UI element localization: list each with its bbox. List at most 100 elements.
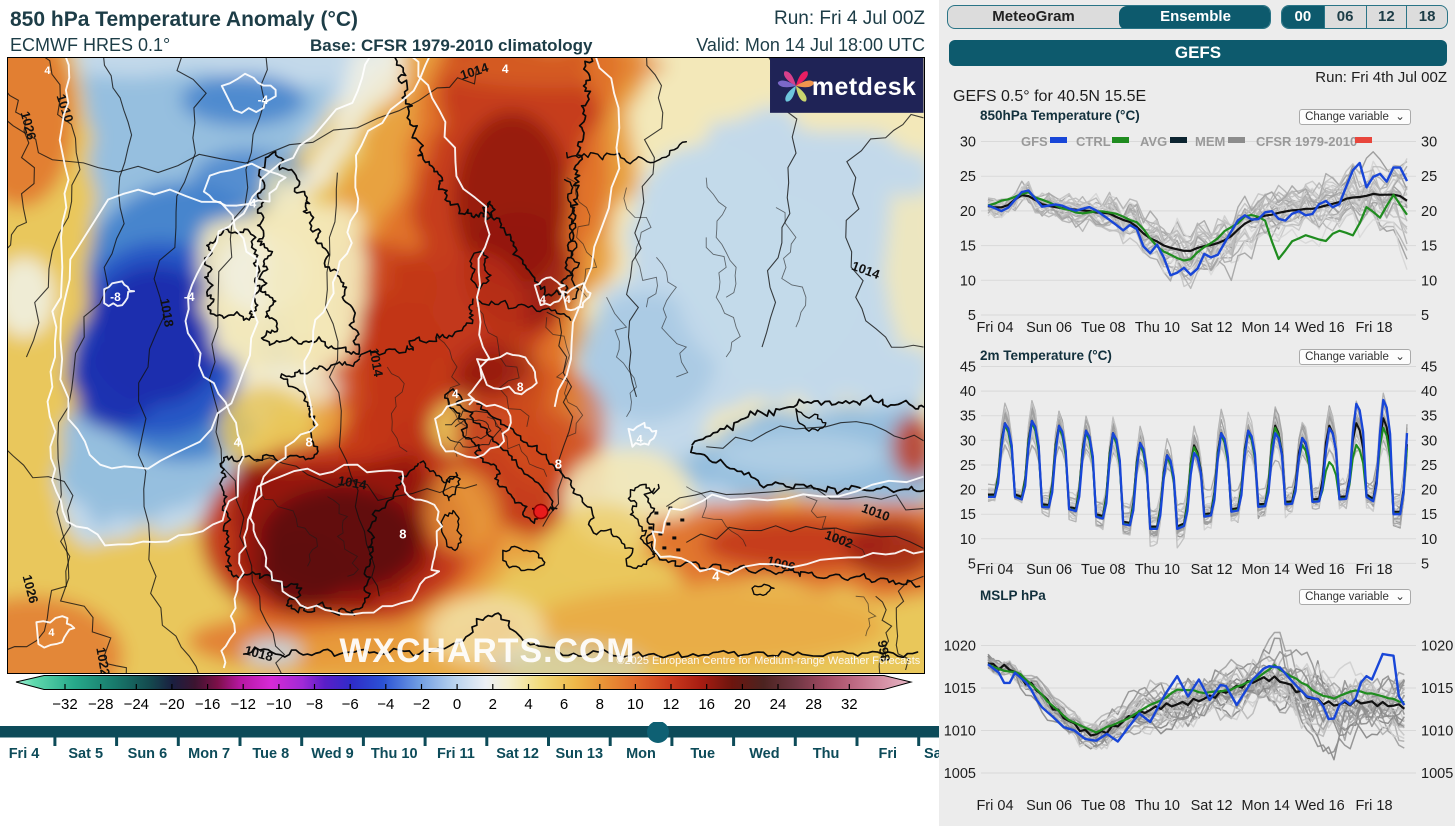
svg-text:30: 30	[1421, 135, 1437, 151]
svg-text:1020: 1020	[944, 639, 976, 655]
svg-text:Sun 06: Sun 06	[1026, 798, 1072, 814]
svg-text:32: 32	[841, 696, 858, 713]
svg-text:Sat 12: Sat 12	[496, 746, 539, 762]
svg-text:Fri 18: Fri 18	[1355, 798, 1392, 814]
svg-text:4: 4	[48, 627, 55, 639]
svg-text:Sat 12: Sat 12	[1191, 320, 1233, 336]
svg-text:8: 8	[555, 457, 562, 472]
svg-text:35: 35	[1421, 409, 1437, 425]
svg-text:4: 4	[524, 696, 532, 713]
svg-text:−8: −8	[306, 696, 323, 713]
svg-text:0: 0	[453, 696, 461, 713]
svg-text:Wed 16: Wed 16	[1295, 320, 1345, 336]
svg-text:2: 2	[489, 696, 497, 713]
svg-text:−16: −16	[195, 696, 220, 713]
svg-text:4: 4	[540, 294, 547, 306]
svg-text:4: 4	[712, 568, 720, 583]
svg-text:15: 15	[960, 507, 976, 523]
svg-text:24: 24	[770, 696, 787, 713]
svg-text:Mon 14: Mon 14	[1242, 320, 1290, 336]
svg-text:Fri 04: Fri 04	[976, 562, 1013, 578]
svg-text:5: 5	[968, 556, 976, 572]
svg-text:Fri 4: Fri 4	[9, 746, 40, 762]
svg-text:−20: −20	[159, 696, 184, 713]
svg-text:4: 4	[502, 62, 509, 76]
svg-text:−28: −28	[88, 696, 113, 713]
svg-text:Tue 08: Tue 08	[1081, 320, 1126, 336]
svg-text:40: 40	[960, 384, 976, 400]
svg-text:8: 8	[517, 380, 524, 394]
svg-text:45: 45	[960, 360, 976, 376]
svg-text:Wed 16: Wed 16	[1295, 562, 1345, 578]
svg-text:Wed 16: Wed 16	[1295, 798, 1345, 814]
svg-text:Wed: Wed	[749, 746, 779, 762]
svg-text:−12: −12	[230, 696, 255, 713]
svg-text:Sat 12: Sat 12	[1191, 562, 1233, 578]
svg-text:20: 20	[1421, 204, 1437, 220]
svg-text:Sun 6: Sun 6	[128, 746, 167, 762]
svg-text:Tue 8: Tue 8	[252, 746, 289, 762]
svg-text:Thu: Thu	[813, 746, 840, 762]
svg-text:Sa: Sa	[924, 746, 940, 762]
svg-text:1026: 1026	[18, 110, 40, 142]
svg-text:-4: -4	[184, 290, 195, 304]
svg-text:Mon 14: Mon 14	[1242, 562, 1290, 578]
svg-text:Tue 08: Tue 08	[1081, 562, 1126, 578]
svg-text:-4: -4	[246, 197, 257, 211]
svg-text:Mon 14: Mon 14	[1242, 798, 1290, 814]
svg-text:6: 6	[560, 696, 568, 713]
svg-text:Fri: Fri	[879, 746, 898, 762]
svg-text:16: 16	[698, 696, 715, 713]
svg-text:4: 4	[44, 65, 51, 77]
svg-text:Thu 10: Thu 10	[1135, 798, 1180, 814]
svg-text:30: 30	[1421, 433, 1437, 449]
svg-text:Tue: Tue	[690, 746, 715, 762]
svg-text:1010: 1010	[944, 724, 976, 740]
svg-text:8: 8	[306, 435, 313, 450]
svg-text:1015: 1015	[1421, 681, 1453, 697]
svg-text:Fri 18: Fri 18	[1355, 562, 1392, 578]
svg-text:Mon 7: Mon 7	[188, 746, 230, 762]
svg-text:CTRL: CTRL	[1076, 134, 1111, 149]
svg-text:1018: 1018	[243, 642, 275, 664]
svg-text:−32: −32	[52, 696, 77, 713]
svg-text:10: 10	[960, 532, 976, 548]
svg-text:4: 4	[452, 387, 459, 401]
svg-text:metdesk: metdesk	[812, 73, 917, 101]
svg-text:−4: −4	[377, 696, 394, 713]
svg-text:1005: 1005	[944, 766, 976, 782]
svg-text:20: 20	[734, 696, 751, 713]
svg-text:1014: 1014	[337, 473, 369, 493]
svg-text:Sun 13: Sun 13	[556, 746, 604, 762]
svg-text:Sun 06: Sun 06	[1026, 320, 1072, 336]
svg-text:1018: 1018	[157, 297, 177, 328]
svg-text:45: 45	[1421, 360, 1437, 376]
svg-text:10: 10	[1421, 532, 1437, 548]
svg-text:28: 28	[805, 696, 822, 713]
svg-text:MEM: MEM	[1195, 134, 1225, 149]
svg-text:5: 5	[1421, 556, 1429, 572]
svg-text:8: 8	[596, 696, 604, 713]
svg-text:Sat 12: Sat 12	[1191, 798, 1233, 814]
svg-text:30: 30	[960, 433, 976, 449]
svg-text:−24: −24	[124, 696, 149, 713]
svg-text:4: 4	[636, 434, 643, 446]
svg-text:5: 5	[1421, 308, 1429, 324]
svg-text:15: 15	[1421, 507, 1437, 523]
svg-text:Thu 10: Thu 10	[1135, 562, 1180, 578]
svg-text:10: 10	[960, 273, 976, 289]
svg-text:−2: −2	[413, 696, 430, 713]
svg-text:1026: 1026	[20, 573, 42, 605]
svg-text:30: 30	[960, 135, 976, 151]
svg-text:Fri 04: Fri 04	[976, 798, 1013, 814]
svg-text:Sun 06: Sun 06	[1026, 562, 1072, 578]
svg-text:WXCHARTS.COM: WXCHARTS.COM	[339, 632, 635, 670]
svg-text:10: 10	[627, 696, 644, 713]
svg-text:−10: −10	[266, 696, 291, 713]
svg-text:1015: 1015	[944, 681, 976, 697]
svg-text:−6: −6	[342, 696, 359, 713]
svg-text:5: 5	[968, 308, 976, 324]
svg-text:4: 4	[565, 294, 572, 306]
svg-text:Fri 11: Fri 11	[437, 746, 475, 762]
svg-text:Mon: Mon	[626, 746, 656, 762]
